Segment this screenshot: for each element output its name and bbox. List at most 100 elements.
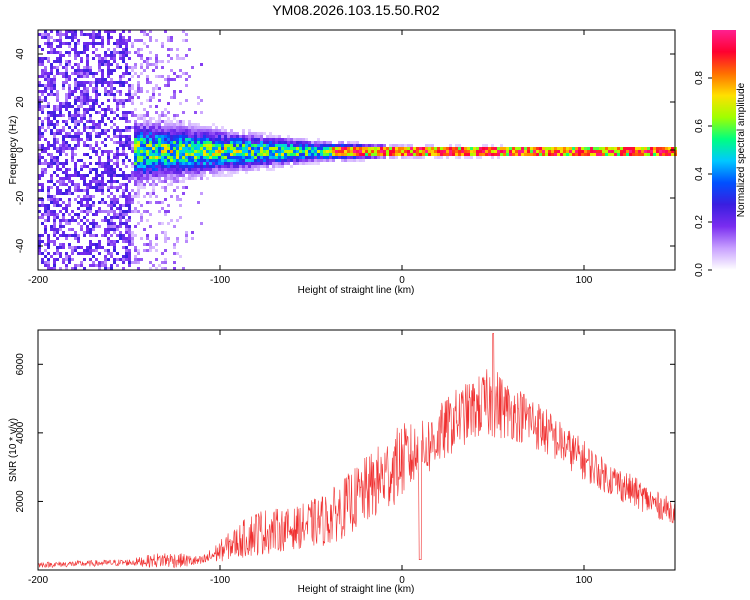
spectrogram-cell: [56, 162, 59, 165]
spectrogram-cell: [62, 138, 65, 141]
spectrogram-cell: [176, 144, 179, 147]
spectrogram-cell: [107, 39, 110, 42]
spectrogram-cell: [578, 153, 581, 156]
spectrogram-cell: [179, 216, 182, 219]
spectrogram-cell: [53, 78, 56, 81]
spectrogram-cell: [467, 147, 470, 150]
spectrogram-cell: [56, 99, 59, 102]
spectrogram-cell: [356, 159, 359, 162]
spectrogram-cell: [143, 135, 146, 138]
spectrogram-cell: [74, 87, 77, 90]
spectrogram-cell: [212, 123, 215, 126]
spectrogram-cell: [230, 129, 233, 132]
spectrogram-cell: [137, 126, 140, 129]
spectrogram-cell: [86, 183, 89, 186]
spectrogram-cell: [254, 141, 257, 144]
spectrogram-cell: [263, 141, 266, 144]
spectrogram-cell: [620, 147, 623, 150]
spectrogram-cell: [170, 147, 173, 150]
spectrogram-cell: [110, 240, 113, 243]
spectrogram-cell: [161, 129, 164, 132]
spectrogram-cell: [164, 213, 167, 216]
spectrogram-cell: [77, 129, 80, 132]
spectrogram-cell: [59, 51, 62, 54]
spectrogram-cell: [113, 198, 116, 201]
spectrogram-cell: [242, 165, 245, 168]
spectrogram-cell: [221, 135, 224, 138]
spectrogram-cell: [83, 81, 86, 84]
spectrogram-cell: [80, 96, 83, 99]
spectrogram-cell: [62, 261, 65, 264]
spectrogram-cell: [167, 162, 170, 165]
spectrogram-cell: [212, 165, 215, 168]
spectrogram-cell: [92, 57, 95, 60]
spectrogram-cell: [110, 63, 113, 66]
spectrogram-cell: [212, 141, 215, 144]
spectrogram-cell: [125, 252, 128, 255]
spectrogram-cell: [77, 183, 80, 186]
spectrogram-cell: [200, 141, 203, 144]
spectrogram-cell: [287, 150, 290, 153]
spectrogram-cell: [311, 147, 314, 150]
spectrogram-cell: [53, 228, 56, 231]
spectrogram-cell: [92, 30, 95, 33]
spectrogram-cell: [128, 234, 131, 237]
spectrogram-cell: [125, 225, 128, 228]
spectrogram-cell: [404, 147, 407, 150]
spectrogram-cell: [110, 72, 113, 75]
snr-ylabel: SNR (10 * v/v): [8, 418, 19, 482]
spectrogram-cell: [122, 102, 125, 105]
spectrogram-cell: [95, 81, 98, 84]
spectrogram-cell: [89, 72, 92, 75]
spectrogram-cell: [221, 147, 224, 150]
spectrogram-cell: [137, 192, 140, 195]
spectrogram-cell: [53, 123, 56, 126]
spectrogram-cell: [212, 174, 215, 177]
spectrogram-cell: [209, 150, 212, 153]
spectrogram-cell: [173, 189, 176, 192]
spectrogram-cell: [167, 78, 170, 81]
spectrogram-cell: [131, 84, 134, 87]
spectrogram-cell: [50, 255, 53, 258]
spectrogram-cell: [164, 261, 167, 264]
spectrogram-cell: [293, 159, 296, 162]
spectrogram-cell: [182, 141, 185, 144]
spectrogram-cell: [290, 138, 293, 141]
spectrogram-cell: [113, 129, 116, 132]
spectrogram-cell: [275, 162, 278, 165]
spectrogram-cell: [458, 150, 461, 153]
spectrogram-cell: [152, 153, 155, 156]
spectrogram-cell: [92, 219, 95, 222]
spectrogram-cell: [56, 57, 59, 60]
spectrogram-cell: [110, 111, 113, 114]
spectrogram-cell: [509, 147, 512, 150]
spectrogram-cell: [92, 204, 95, 207]
spectrogram-cell: [89, 222, 92, 225]
spectrogram-cell: [299, 144, 302, 147]
spectrogram-cell: [134, 147, 137, 150]
spectrogram-cell: [317, 150, 320, 153]
snr-xlabel: Height of straight line (km): [298, 584, 415, 595]
spectrogram-cell: [80, 138, 83, 141]
spectrogram-cell: [416, 153, 419, 156]
spectrogram-cell: [107, 84, 110, 87]
spectrogram-cell: [197, 150, 200, 153]
spectrogram-cell: [203, 129, 206, 132]
spectrogram-cell: [563, 150, 566, 153]
spectrogram-cell: [137, 159, 140, 162]
spectrogram-cell: [119, 90, 122, 93]
spectrogram-cell: [80, 81, 83, 84]
spectrogram-cell: [77, 75, 80, 78]
spectrogram-cell: [458, 144, 461, 147]
spectrogram-cell: [80, 99, 83, 102]
spectrogram-cell: [65, 69, 68, 72]
spectrogram-cell: [38, 249, 41, 252]
spectrogram-cell: [113, 204, 116, 207]
spectrogram-cell: [140, 174, 143, 177]
spectrogram-cell: [113, 174, 116, 177]
spectrogram-cell: [86, 72, 89, 75]
spectrogram-cell: [413, 147, 416, 150]
spectrogram-cell: [242, 135, 245, 138]
spectrogram-cell: [125, 165, 128, 168]
spectrogram-cell: [62, 258, 65, 261]
